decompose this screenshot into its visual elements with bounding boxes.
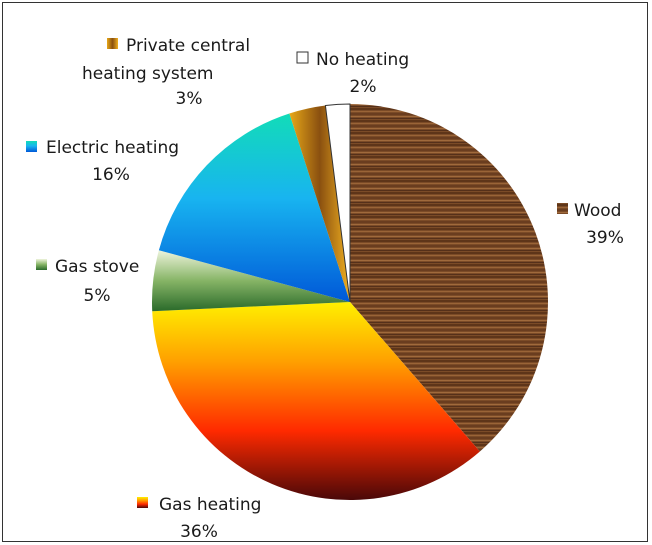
legend-swatch-electric-heating bbox=[26, 141, 37, 152]
slice-value-gas-heating: 36% bbox=[180, 522, 218, 542]
slice-label-private-central-heating: heating system bbox=[82, 64, 213, 84]
slice-label-electric-heating: Electric heating bbox=[46, 138, 179, 158]
slice-value-no-heating: 2% bbox=[350, 77, 377, 97]
slice-label-gas-heating: Gas heating bbox=[159, 495, 261, 515]
slice-private-central-heating bbox=[289, 105, 350, 302]
legend-swatch-wood bbox=[557, 203, 568, 214]
slice-value-private-central-heating: 3% bbox=[176, 89, 203, 109]
slice-no-heating bbox=[324, 103, 351, 303]
slice-value-gas-stove: 5% bbox=[84, 286, 111, 306]
legend-swatch-gas-heating bbox=[137, 497, 148, 508]
slice-wood bbox=[350, 104, 548, 452]
legend-swatch-no-heating bbox=[296, 51, 309, 64]
slice-label-gas-stove: Gas stove bbox=[55, 257, 139, 277]
slice-value-electric-heating: 16% bbox=[92, 165, 130, 185]
legend-swatch-gas-stove bbox=[36, 259, 47, 270]
slice-label-wood: Wood bbox=[574, 201, 621, 221]
legend-swatch-private-central-heating bbox=[107, 38, 118, 49]
slice-gas-heating bbox=[152, 302, 480, 501]
slice-label-no-heating: No heating bbox=[316, 50, 409, 70]
slice-value-wood: 39% bbox=[586, 228, 624, 248]
slice-electric-heating bbox=[158, 113, 350, 302]
slice-label-private-central-heating: Private central bbox=[126, 36, 250, 56]
slice-gas-stove bbox=[151, 250, 350, 312]
